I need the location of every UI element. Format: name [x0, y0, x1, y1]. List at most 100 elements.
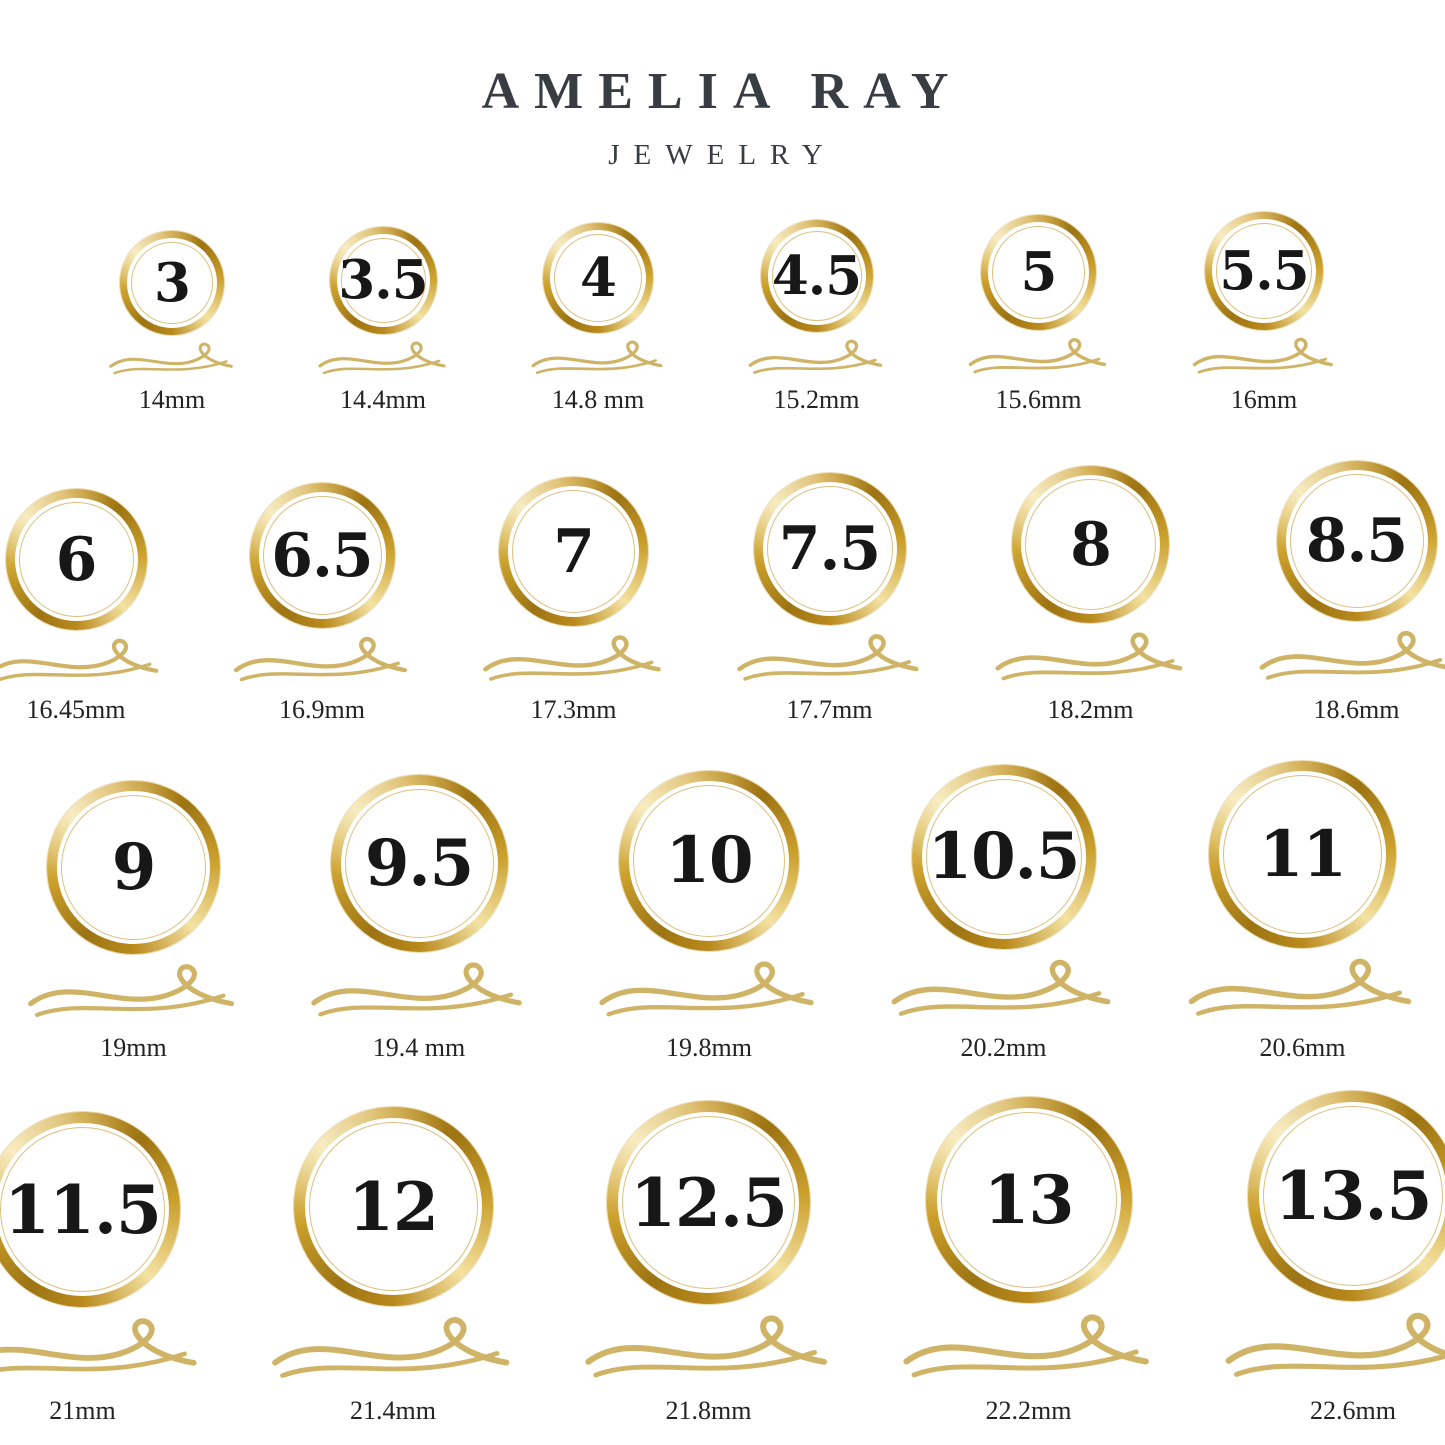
- ring-size-number: 13.5: [1274, 1157, 1433, 1235]
- ring-size-number: 7: [553, 516, 595, 587]
- ring-cell-size-7.5: 7.5 17.7mm: [731, 473, 929, 725]
- ring-cell-size-11: 11 20.6mm: [1181, 761, 1424, 1063]
- gold-ring-graphic: 7: [499, 477, 648, 626]
- ring-diameter-label: 19mm: [100, 1033, 167, 1062]
- flourish-swash-icon: [317, 341, 446, 375]
- ring-cell-size-7: 7 17.3mm: [477, 477, 671, 725]
- ring-size-number: 8: [1070, 509, 1112, 580]
- ring-diameter-label: 15.2mm: [773, 385, 860, 414]
- ring-size-number: 12.5: [630, 1163, 788, 1242]
- flourish-swash-icon: [1225, 1312, 1445, 1377]
- flourish-swash-icon: [271, 1317, 509, 1378]
- ring-cell-size-13: 13 22.2mm: [895, 1097, 1163, 1426]
- ring-cell-size-12.5: 12.5 21.8mm: [577, 1101, 841, 1426]
- gold-ring-graphic: 11: [1209, 761, 1396, 948]
- ring-diameter-label: 15.6mm: [995, 385, 1082, 414]
- gold-ring-graphic: 3: [120, 231, 224, 335]
- ring-diameter-label: 19.8mm: [666, 1033, 752, 1062]
- ring-diameter-label: 14.4mm: [340, 385, 426, 414]
- flourish-swash-icon: [0, 638, 158, 682]
- ring-size-number: 5.5: [1219, 239, 1309, 302]
- ring-cell-size-4.5: 4.5 15.2mm: [744, 220, 890, 415]
- ring-diameter-label: 21.8mm: [665, 1396, 752, 1425]
- ring-size-number: 6.5: [271, 520, 373, 591]
- flourish-swash-icon: [584, 1315, 827, 1378]
- ring-size-number: 6: [55, 524, 98, 595]
- ring-cell-size-6.5: 6.5 16.9mm: [228, 483, 417, 725]
- gold-ring-graphic: 6.5: [249, 483, 395, 628]
- ring-size-number: 11.5: [4, 1170, 162, 1249]
- flourish-swash-icon: [1259, 630, 1445, 680]
- gold-ring-graphic: 4: [543, 223, 653, 333]
- flourish-swash-icon: [0, 1318, 197, 1372]
- ring-cell-size-10.5: 10.5 20.2mm: [884, 765, 1123, 1063]
- ring-row-3: 9 19mm 9.5 19.4 mm 10 19.8mm 10.5 20.2mm 11 20.6m…: [0, 761, 1445, 1063]
- flourish-swash-icon: [1192, 337, 1333, 374]
- ring-diameter-label: 18.2mm: [1047, 695, 1134, 724]
- flourish-swash-icon: [599, 961, 814, 1017]
- flourish-swash-icon: [482, 635, 661, 681]
- flourish-swash-icon: [530, 340, 662, 375]
- ring-diameter-label: 21mm: [49, 1396, 116, 1425]
- ring-diameter-label: 19.4 mm: [372, 1033, 466, 1062]
- ring-diameter-label: 22.2mm: [985, 1396, 1072, 1425]
- ring-size-number: 3.5: [338, 249, 428, 311]
- flourish-swash-icon: [108, 342, 233, 375]
- ring-cell-size-6: 6 16.45mm: [0, 489, 168, 725]
- gold-ring-graphic: 4.5: [760, 220, 873, 332]
- ring-size-number: 8.5: [1305, 506, 1408, 576]
- ring-size-number: 12: [348, 1167, 439, 1246]
- ring-cell-size-12: 12 21.4mm: [264, 1107, 523, 1426]
- ring-size-number: 10: [665, 823, 753, 898]
- ring-diameter-label: 17.3mm: [530, 695, 617, 724]
- brand-name: AMELIA RAY: [481, 63, 964, 120]
- ring-cell-size-3: 3 14mm: [105, 231, 240, 415]
- ring-diameter-label: 20.6mm: [1259, 1033, 1346, 1062]
- flourish-swash-icon: [736, 634, 919, 681]
- flourish-swash-icon: [311, 962, 522, 1017]
- ring-cell-size-5.5: 5.5 16mm: [1188, 212, 1341, 415]
- ring-diameter-label: 14.8 mm: [551, 385, 645, 414]
- ring-row-4: 11.5 21mm 12 21.4mm 12.5 21.8mm 13 22.2mm 13.5 22…: [0, 1091, 1445, 1426]
- ring-diameter-label: 18.6mm: [1313, 695, 1400, 724]
- ring-cell-size-5: 5 15.6mm: [964, 215, 1114, 415]
- flourish-swash-icon: [233, 636, 407, 682]
- ring-size-number: 13: [983, 1161, 1075, 1239]
- flourish-swash-icon: [994, 632, 1182, 681]
- gold-ring-graphic: 8.5: [1276, 461, 1437, 621]
- gold-ring-graphic: 10: [619, 771, 799, 951]
- gold-ring-graphic: 12: [293, 1107, 493, 1306]
- flourish-swash-icon: [968, 338, 1106, 374]
- gold-ring-graphic: 5.5: [1205, 212, 1323, 330]
- ring-diameter-label: 16mm: [1230, 385, 1298, 414]
- gold-ring-graphic: 7.5: [753, 473, 906, 625]
- gold-ring-graphic: 11.5: [0, 1112, 180, 1307]
- gold-ring-graphic: 13.5: [1248, 1091, 1445, 1301]
- ring-row-2: 6 16.45mm 6.5 16.9mm 7 17.3mm 7.5 17.7mm 8 18.2mm…: [0, 461, 1445, 725]
- gold-ring-graphic: 13: [925, 1097, 1132, 1303]
- ring-cell-size-9: 9 19mm: [21, 781, 246, 1063]
- ring-diameter-label: 21.4mm: [350, 1396, 436, 1425]
- ring-diameter-label: 20.2mm: [960, 1033, 1047, 1062]
- ring-cell-size-8: 8 18.2mm: [989, 466, 1193, 725]
- brand-header: AMELIA RAY JEWELRY: [0, 0, 1445, 172]
- ring-cell-size-4: 4 14.8 mm: [527, 223, 670, 415]
- ring-cell-size-9.5: 9.5 19.4 mm: [304, 775, 534, 1063]
- ring-size-number: 7.5: [778, 514, 881, 584]
- ring-cell-size-11.5: 11.5 21mm: [0, 1112, 210, 1426]
- gold-ring-graphic: 3.5: [329, 227, 437, 334]
- ring-cell-size-10: 10 19.8mm: [592, 771, 826, 1063]
- gold-ring-graphic: 12.5: [607, 1101, 810, 1304]
- ring-diameter-label: 17.7mm: [786, 695, 873, 724]
- gold-ring-graphic: 6: [5, 489, 147, 630]
- ring-size-number: 9.5: [364, 825, 474, 901]
- flourish-swash-icon: [891, 959, 1111, 1016]
- ring-cell-size-3.5: 3.5 14.4mm: [314, 227, 453, 415]
- flourish-swash-icon: [748, 339, 882, 374]
- ring-diameter-label: 16.45mm: [26, 695, 126, 724]
- ring-size-number: 5: [1020, 241, 1058, 303]
- gold-ring-graphic: 5: [981, 215, 1096, 330]
- ring-cell-size-13.5: 13.5 22.6mm: [1217, 1091, 1445, 1426]
- flourish-swash-icon: [902, 1314, 1149, 1378]
- gold-ring-graphic: 9: [47, 781, 220, 954]
